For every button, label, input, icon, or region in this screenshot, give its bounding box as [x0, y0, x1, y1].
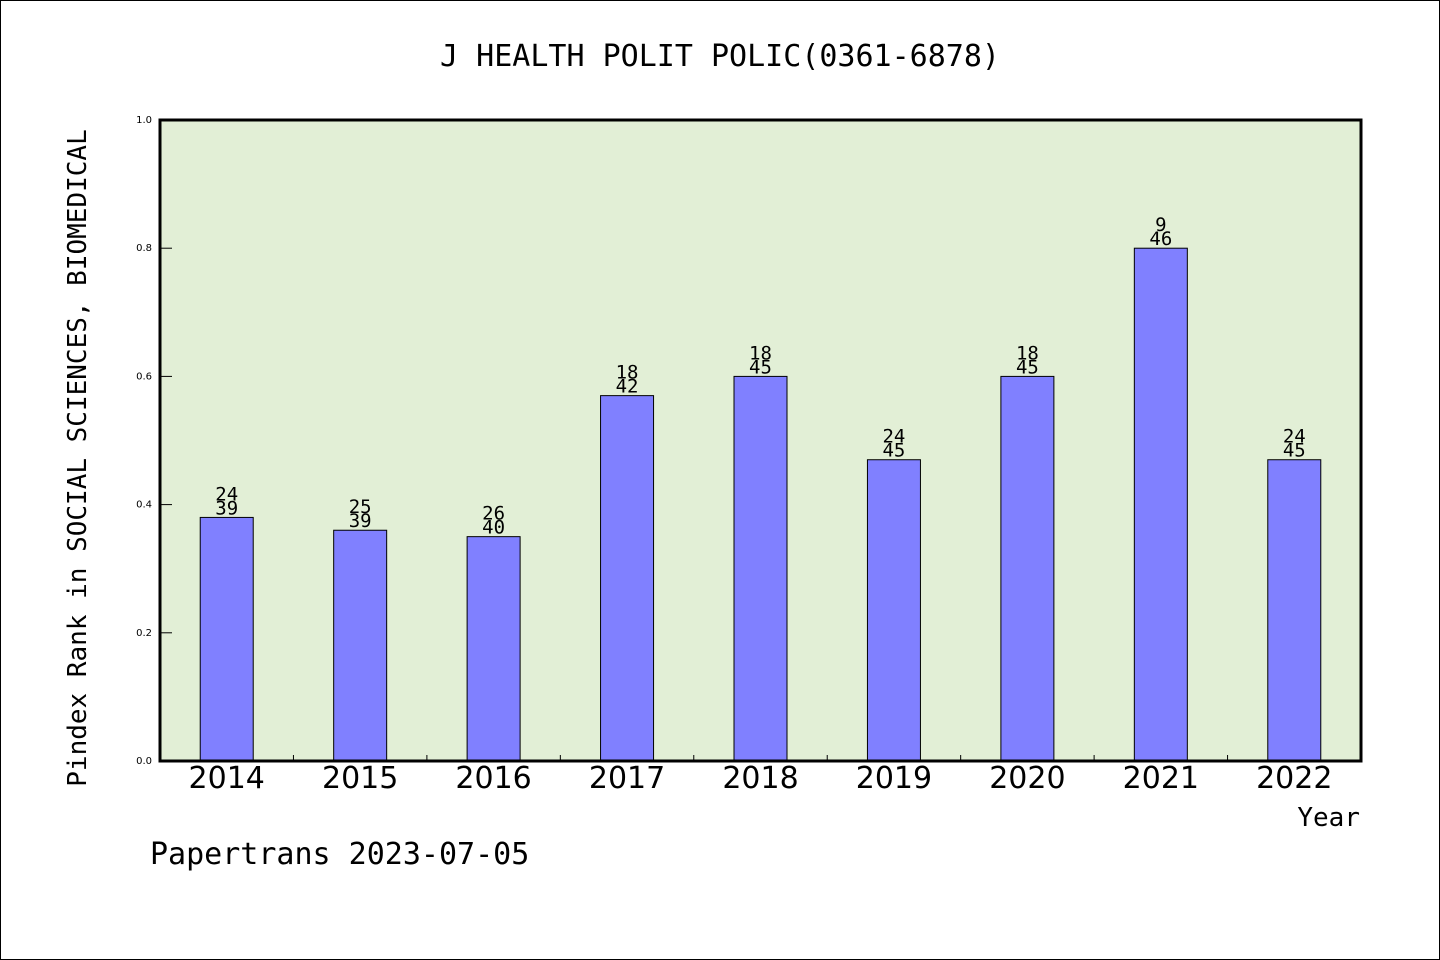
- bar-2015: [333, 529, 388, 762]
- y-tick-label: 0.2: [136, 628, 152, 639]
- bar-total-label: 45: [749, 356, 772, 378]
- x-tick-label: 2015: [322, 761, 398, 796]
- x-axis-label: Year: [1297, 803, 1360, 833]
- x-tick-label: 2019: [856, 761, 932, 796]
- x-tick-label: 2018: [722, 761, 798, 796]
- bar-total-label: 45: [1283, 440, 1306, 462]
- y-axis-label: Pindex Rank in SOCIAL SCIENCES, BIOMEDIC…: [63, 129, 93, 786]
- bar-2018: [733, 375, 788, 762]
- bar-2016: [466, 536, 521, 762]
- bar-2019: [866, 459, 921, 762]
- bar-total-label: 45: [882, 440, 905, 462]
- bar-2021: [1133, 247, 1188, 762]
- y-tick-label: 0.0: [136, 756, 152, 767]
- bar-rank-label: 24: [215, 483, 238, 505]
- plot-border: [158, 118, 1363, 763]
- y-tick-label: 1.0: [136, 115, 152, 126]
- bar-rank-label: 24: [1283, 426, 1306, 448]
- footer-credit: Papertrans 2023-07-05: [150, 837, 529, 872]
- x-tick-label: 2017: [589, 761, 665, 796]
- bar-rank-label: 18: [1016, 342, 1039, 364]
- x-tick-label: 2021: [1123, 761, 1199, 796]
- bar-rank-label: 24: [882, 426, 905, 448]
- bar-total-label: 46: [1149, 228, 1172, 250]
- bar-2017: [600, 395, 655, 762]
- y-tick-label: 0.4: [136, 500, 152, 511]
- chart-title: J HEALTH POLIT POLIC(0361-6878): [440, 39, 1000, 74]
- y-tick-label: 0.6: [136, 371, 152, 382]
- x-tick-label: 2022: [1256, 761, 1332, 796]
- bar-2022: [1267, 459, 1322, 762]
- bar-rank-label: 25: [349, 496, 372, 518]
- bar-2020: [1000, 375, 1055, 762]
- x-tick-label: 2020: [989, 761, 1065, 796]
- bar-rank-label: 9: [1155, 214, 1166, 236]
- x-tick-label: 2014: [189, 761, 265, 796]
- bar-rank-label: 26: [482, 503, 505, 525]
- bar-rank-label: 18: [616, 362, 639, 384]
- bar-2014: [199, 516, 254, 762]
- bar-rank-label: 18: [749, 342, 772, 364]
- x-tick-label: 2016: [455, 761, 531, 796]
- bar-total-label: 39: [349, 510, 372, 532]
- y-tick-label: 0.8: [136, 243, 152, 254]
- bar-total-label: 45: [1016, 356, 1039, 378]
- bar-total-label: 40: [482, 517, 505, 539]
- bar-total-label: 42: [616, 376, 639, 398]
- bar-total-label: 39: [215, 497, 238, 519]
